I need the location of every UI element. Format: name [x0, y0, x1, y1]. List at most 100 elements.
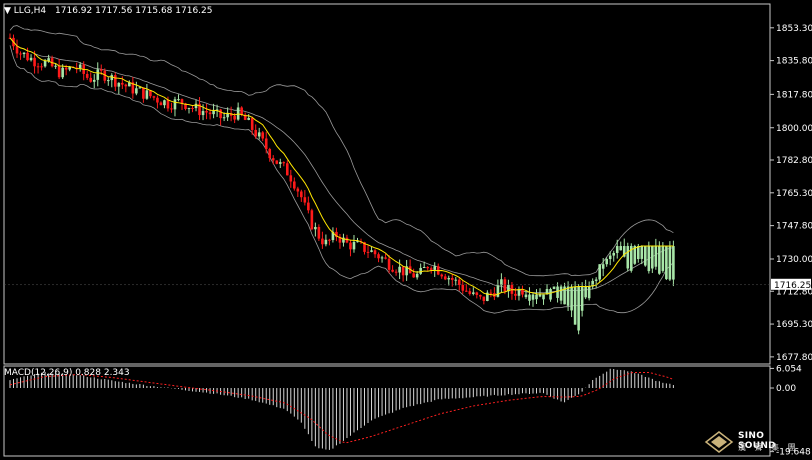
candle	[370, 246, 373, 253]
candle	[535, 289, 538, 304]
candle-body	[377, 254, 380, 259]
candle-body	[247, 117, 250, 120]
candle	[321, 231, 324, 249]
candle-body	[26, 52, 29, 61]
candle-body	[191, 107, 194, 109]
candle	[524, 290, 528, 299]
candle	[538, 288, 542, 298]
candle-body	[450, 277, 454, 280]
candle-body	[626, 246, 630, 269]
candle	[187, 107, 191, 114]
candle-body	[345, 237, 349, 243]
candle	[166, 96, 170, 112]
candle	[314, 222, 317, 237]
candle	[566, 281, 570, 311]
candle-body	[314, 226, 317, 230]
candle-body	[36, 66, 40, 68]
candle-body	[54, 65, 57, 67]
candle	[349, 239, 352, 257]
candle-body	[665, 246, 668, 280]
candle	[549, 287, 552, 302]
candle-body	[514, 293, 517, 296]
candle-body	[194, 103, 198, 109]
candle	[619, 241, 623, 251]
candle	[61, 64, 64, 80]
candle	[331, 227, 335, 243]
candle-body	[310, 210, 314, 230]
candle-body	[644, 246, 647, 266]
candle	[296, 186, 300, 197]
candle-body	[64, 67, 68, 70]
candle	[559, 284, 563, 305]
candle	[384, 253, 387, 260]
candle	[412, 268, 415, 278]
candle-body	[454, 279, 458, 281]
candle	[580, 282, 584, 317]
candle-body	[282, 162, 286, 164]
candle-body	[391, 269, 394, 272]
candle	[22, 52, 26, 58]
candle-body	[394, 271, 398, 273]
moving-average-line	[9, 37, 674, 296]
candle	[352, 235, 356, 253]
candle	[110, 73, 114, 88]
candle-body	[531, 294, 535, 300]
candle-body	[338, 236, 342, 243]
candle	[429, 266, 433, 274]
candle-body	[542, 294, 545, 300]
price-tick-label: 1765.30	[776, 189, 812, 199]
candle	[465, 284, 468, 293]
candle-body	[106, 80, 110, 82]
candle	[96, 62, 100, 87]
candle-body	[184, 103, 187, 109]
candle-body	[180, 99, 184, 104]
candle-body	[99, 69, 103, 71]
candle-body	[528, 294, 531, 301]
candle	[391, 265, 394, 273]
candle-body	[50, 58, 54, 67]
candle-body	[117, 82, 121, 87]
candle-body	[47, 58, 50, 62]
candle-body	[563, 286, 566, 305]
candle-body	[594, 279, 598, 281]
candle	[303, 190, 307, 206]
candle	[377, 252, 380, 263]
candle	[587, 281, 591, 301]
candle-body	[668, 246, 672, 280]
candle-body	[559, 286, 563, 301]
candle	[198, 97, 201, 121]
candle-body	[96, 69, 100, 80]
candle	[556, 282, 559, 303]
candle	[106, 77, 110, 86]
candle	[422, 261, 426, 269]
candle	[665, 245, 668, 281]
candle-body	[131, 82, 135, 94]
candle-body	[240, 107, 243, 115]
candle	[149, 89, 152, 99]
candle-body	[156, 97, 159, 103]
candle	[135, 81, 138, 96]
candle-body	[268, 149, 272, 159]
candle	[114, 72, 117, 92]
candle	[205, 103, 208, 120]
candle	[608, 251, 612, 266]
candle	[180, 98, 184, 111]
candle	[475, 291, 479, 299]
candle-body	[500, 279, 503, 286]
candle	[521, 285, 524, 298]
candle-body	[303, 197, 307, 203]
candle	[454, 276, 458, 286]
candle-body	[328, 239, 331, 241]
candle	[117, 82, 121, 95]
candle	[92, 74, 96, 89]
dropdown-arrow-icon[interactable]: ▼	[4, 6, 11, 16]
candle	[401, 266, 405, 282]
candle-body	[300, 191, 303, 198]
candle-body	[573, 286, 577, 325]
candle-body	[166, 100, 170, 109]
candle-body	[22, 52, 26, 55]
candle	[531, 292, 535, 307]
candle-body	[296, 188, 300, 192]
bollinger-lower-line	[9, 45, 674, 314]
